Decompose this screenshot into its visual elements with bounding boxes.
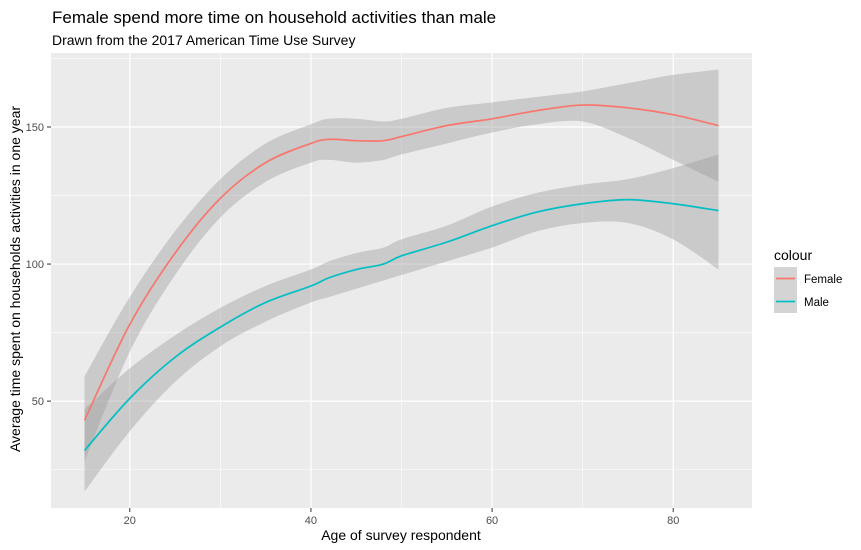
x-axis: 20 40 60 80: [124, 508, 679, 527]
chart-subtitle: Drawn from the 2017 American Time Use Su…: [52, 32, 355, 48]
confidence-ribbons: [84, 69, 719, 492]
x-tick-label: 60: [486, 515, 498, 527]
y-tick-label: 100: [26, 259, 44, 271]
major-gridlines: [51, 53, 752, 508]
male-confidence-band: [84, 154, 719, 492]
series-lines: [83, 104, 719, 451]
x-tick-label: 80: [667, 515, 679, 527]
minor-gridlines: [51, 53, 752, 508]
legend-label-male: Male: [804, 297, 829, 309]
y-tick-label: 50: [32, 396, 44, 408]
x-tick-label: 40: [305, 515, 317, 527]
female-confidence-band: [84, 69, 719, 462]
y-axis: 50 100 150: [26, 122, 51, 408]
y-tick-label: 150: [26, 122, 44, 134]
x-tick-label: 20: [124, 515, 136, 527]
legend-label-female: Female: [804, 274, 842, 286]
legend-title: colour: [774, 247, 812, 263]
legend: colour Female Male: [774, 247, 842, 313]
female-line: [83, 104, 719, 421]
x-axis-title: Age of survey respondent: [321, 527, 481, 543]
male-line: [83, 198, 719, 451]
chart-title: Female spend more time on household acti…: [52, 8, 496, 27]
y-axis-title: Average time spent on households activit…: [7, 106, 23, 452]
